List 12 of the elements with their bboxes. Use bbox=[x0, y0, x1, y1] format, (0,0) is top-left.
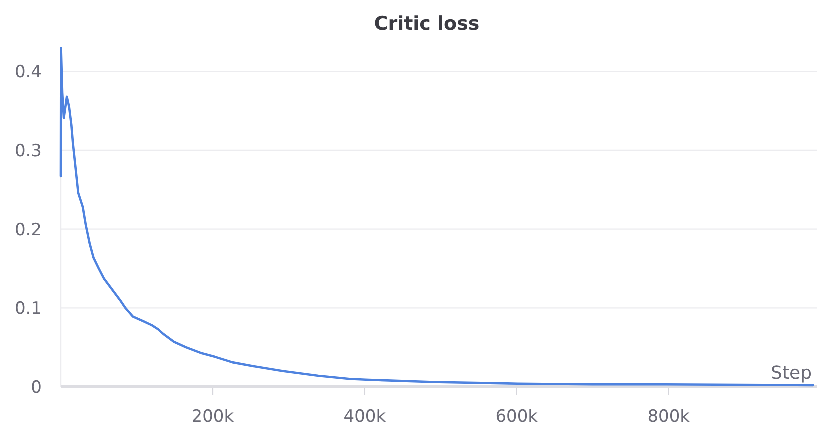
x-tick-label: 200k bbox=[192, 407, 234, 427]
y-tick-label: 0.1 bbox=[14, 299, 42, 320]
x-tick-label: 600k bbox=[496, 407, 538, 427]
y-tick-label: 0.3 bbox=[14, 141, 42, 162]
x-axis-title: Step bbox=[771, 363, 812, 384]
y-tick-label: 0.2 bbox=[14, 220, 42, 240]
y-tick-label: 0 bbox=[31, 378, 42, 398]
chart-title: Critic loss bbox=[374, 13, 480, 35]
x-tick-label: 400k bbox=[344, 407, 386, 427]
x-tick-label: 800k bbox=[648, 407, 690, 427]
line-series bbox=[60, 46, 814, 387]
y-tick-label: 0.4 bbox=[14, 62, 42, 83]
